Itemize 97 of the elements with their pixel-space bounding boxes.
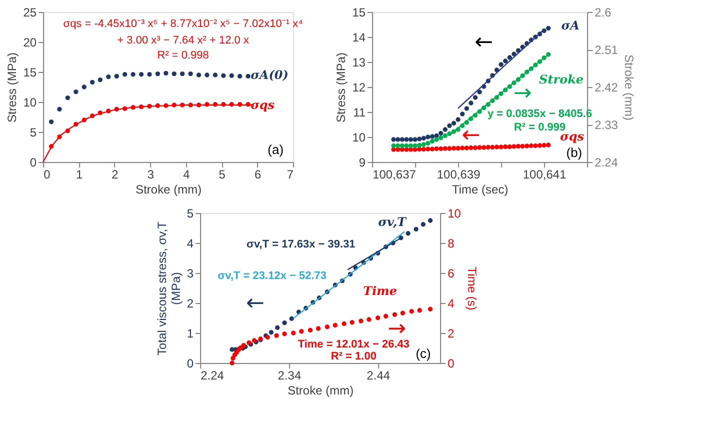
annotation: ← bbox=[246, 291, 264, 316]
y-tick-label: 1 bbox=[186, 326, 194, 340]
point bbox=[98, 77, 103, 82]
y2-tick-label: 0 bbox=[448, 356, 455, 370]
x-tick-label: 100,641 bbox=[522, 168, 567, 182]
annotation: σv,T = 23.12x − 52.73 bbox=[218, 270, 327, 282]
annotation: σqs = -4.45x10⁻³ x⁶ + 8.77x10⁻² x⁵ − 7.02x10⁻¹ x⁴ bbox=[63, 18, 304, 30]
annotation: ← bbox=[462, 123, 480, 148]
annotation: ← bbox=[474, 30, 494, 55]
x-tick-label: 7 bbox=[286, 168, 294, 182]
series-label: σA(0) bbox=[250, 68, 288, 82]
x-tick-label: 2.44 bbox=[366, 368, 390, 382]
point bbox=[147, 72, 152, 77]
series-label: σA bbox=[561, 18, 580, 32]
annotation: (c) bbox=[416, 346, 431, 361]
annotation: y = 0.0835x − 8405.6 bbox=[487, 108, 592, 120]
y-tick-label: 15 bbox=[23, 66, 37, 80]
y2-axis-title: Time (s) bbox=[464, 266, 479, 310]
point bbox=[212, 72, 218, 78]
point bbox=[172, 71, 176, 76]
y2-tick-label: 10 bbox=[448, 206, 462, 220]
point bbox=[82, 84, 86, 90]
y-axis-title: Stress (MPa) bbox=[5, 52, 20, 123]
y2-tick-label: 2.51 bbox=[594, 43, 618, 57]
y-tick-label: 5 bbox=[186, 206, 194, 220]
y2-tick-label: 8 bbox=[448, 236, 455, 250]
y-tick-label: 10 bbox=[23, 96, 37, 110]
point bbox=[188, 71, 193, 76]
point bbox=[74, 89, 78, 94]
point bbox=[65, 95, 70, 100]
y-tick-label: 14 bbox=[352, 30, 366, 44]
y2-tick-label: 2.24 bbox=[594, 156, 618, 170]
annotation: + 3.00 x³ − 7.64 x² + 12.0 x bbox=[117, 34, 250, 46]
y-tick-label: 2 bbox=[186, 296, 194, 310]
point bbox=[90, 80, 95, 85]
x-axis-title: Stroke (mm) bbox=[136, 182, 202, 196]
series-label: Stroke bbox=[539, 72, 584, 86]
x-tick-label: 100,639 bbox=[436, 168, 481, 182]
y-tick-label: 11 bbox=[353, 106, 366, 120]
x-tick-label: 0 bbox=[44, 168, 51, 182]
point bbox=[229, 73, 234, 78]
y-tick-label: 25 bbox=[23, 6, 37, 20]
annotation: (b) bbox=[566, 145, 582, 160]
y2-tick-label: 2.33 bbox=[594, 118, 618, 132]
annotation: σv,T = 17.63x − 39.31 bbox=[246, 238, 356, 250]
point bbox=[164, 70, 168, 76]
y-tick-label: 4 bbox=[186, 236, 194, 250]
y-tick-label: 12 bbox=[352, 80, 366, 94]
y2-tick-label: 4 bbox=[448, 296, 455, 310]
point bbox=[196, 72, 202, 78]
y-tick-label: 10 bbox=[352, 130, 366, 144]
point bbox=[138, 72, 144, 77]
point bbox=[114, 74, 119, 79]
x-tick-label: 2 bbox=[112, 168, 119, 182]
series-label: σv,T bbox=[378, 215, 408, 229]
y2-tick-label: 6 bbox=[448, 266, 455, 280]
y-axis-title: Total viscous stress, σv,T (MPa) bbox=[154, 220, 183, 356]
annotation: R² = 1.00 bbox=[330, 350, 376, 362]
y2-tick-label: 2.42 bbox=[594, 80, 618, 94]
y-axis-title: Stress (MPa) bbox=[334, 52, 348, 123]
x-tick-label: 6 bbox=[254, 168, 262, 182]
series-label: Time bbox=[363, 284, 398, 298]
point bbox=[57, 106, 62, 112]
point bbox=[221, 73, 226, 78]
x-axis-title: Time (sec) bbox=[452, 182, 508, 196]
point bbox=[180, 71, 185, 76]
y-tick-label: 20 bbox=[23, 36, 37, 50]
y-tick-label: 13 bbox=[352, 56, 366, 70]
x-tick-label: 2.34 bbox=[278, 368, 302, 382]
point bbox=[130, 72, 136, 77]
point bbox=[246, 74, 250, 79]
point bbox=[122, 72, 128, 77]
y-tick-label: 15 bbox=[352, 6, 366, 20]
y2-axis-title: Stroke (mm) bbox=[622, 54, 636, 121]
x-axis-title: Stroke (mm) bbox=[288, 384, 354, 398]
x-tick-label: 100,637 bbox=[372, 168, 416, 182]
x-tick-label: 2.24 bbox=[200, 368, 224, 382]
annotation: Time = 12.01x − 26.43 bbox=[298, 338, 410, 350]
x-tick-label: 3 bbox=[147, 168, 154, 182]
point bbox=[155, 71, 160, 76]
point bbox=[204, 72, 210, 78]
annotation: (a) bbox=[268, 142, 284, 157]
point bbox=[106, 74, 111, 80]
annotation: → bbox=[513, 81, 532, 106]
y-tick-label: 3 bbox=[186, 266, 194, 280]
x-tick-label: 5 bbox=[218, 168, 226, 182]
point bbox=[48, 119, 54, 124]
y-tick-label: 0 bbox=[186, 356, 194, 370]
y-tick-label: 5 bbox=[30, 126, 37, 140]
series-label: σqs bbox=[250, 98, 275, 112]
y2-tick-label: 2.6 bbox=[594, 6, 612, 20]
y2-tick-label: 2 bbox=[448, 326, 455, 340]
y-tick-label: 9 bbox=[358, 156, 366, 170]
point bbox=[238, 74, 242, 79]
y-tick-label: 0 bbox=[30, 156, 37, 170]
x-tick-label: 1 bbox=[76, 168, 83, 182]
annotation: R² = 0.998 bbox=[157, 50, 209, 62]
